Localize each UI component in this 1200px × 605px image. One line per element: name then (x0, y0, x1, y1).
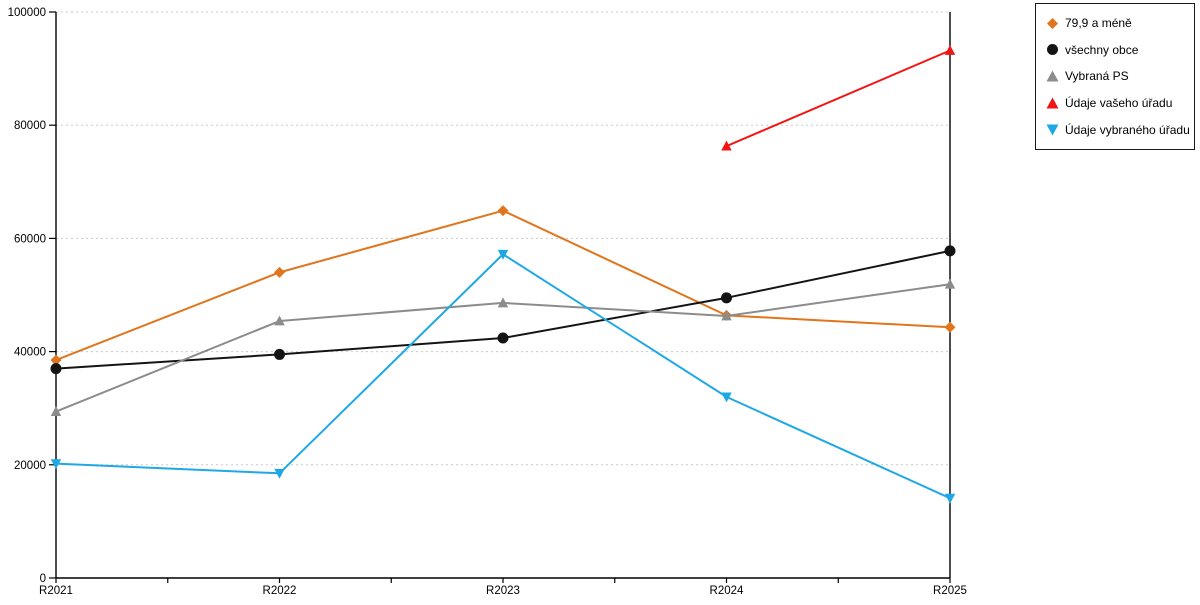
legend-label: Údaje vašeho úřadu (1065, 96, 1173, 111)
legend-item-vsechny-obce[interactable]: všechny obce (1046, 43, 1194, 57)
legend-item-udaje-vybraneho-uradu[interactable]: Údaje vybraného úřadu (1046, 123, 1194, 137)
legend-item-udaje-vaseho-uradu[interactable]: Údaje vašeho úřadu (1046, 96, 1194, 110)
triangle-down-marker-icon (1046, 124, 1059, 136)
svg-text:60000: 60000 (14, 233, 46, 245)
x-axis-labels: R2021 R2022 R2023 R2024 R2025 (39, 585, 967, 597)
series (50, 278, 956, 416)
svg-text:R2022: R2022 (263, 585, 297, 597)
series (50, 249, 956, 504)
legend-item-79-9-a-mene[interactable]: 79,9 a méně (1046, 16, 1194, 30)
circle-marker-icon (1047, 44, 1058, 56)
svg-text:80000: 80000 (14, 120, 46, 132)
svg-text:20000: 20000 (14, 460, 46, 472)
svg-text:40000: 40000 (14, 347, 46, 359)
svg-text:100000: 100000 (8, 7, 46, 19)
series (721, 44, 956, 151)
legend-label: Vybraná PS (1065, 69, 1129, 84)
diamond-marker-icon (1047, 17, 1058, 29)
axes (55, 12, 951, 579)
y-axis-labels: 0 20000 40000 60000 80000 100000 (8, 7, 46, 585)
legend-label: Údaje vybraného úřadu (1065, 122, 1190, 137)
gridlines (56, 11, 950, 466)
legend-item-vybrana-ps[interactable]: Vybraná PS (1046, 69, 1194, 83)
legend-label: 79,9 a méně (1065, 16, 1132, 31)
svg-text:R2025: R2025 (933, 585, 967, 597)
triangle-up-marker-icon (1046, 97, 1059, 109)
legend-label: všechny obce (1065, 42, 1139, 57)
svg-text:0: 0 (40, 573, 46, 585)
axis-ticks (49, 11, 951, 583)
svg-text:R2023: R2023 (486, 585, 520, 597)
svg-text:R2024: R2024 (710, 585, 744, 597)
svg-text:R2021: R2021 (39, 585, 73, 597)
series (50, 245, 956, 375)
chart-legend: 79,9 a méně všechny obce Vybraná PS Údaj… (1035, 3, 1195, 150)
triangle-up-marker-icon (1046, 70, 1059, 82)
